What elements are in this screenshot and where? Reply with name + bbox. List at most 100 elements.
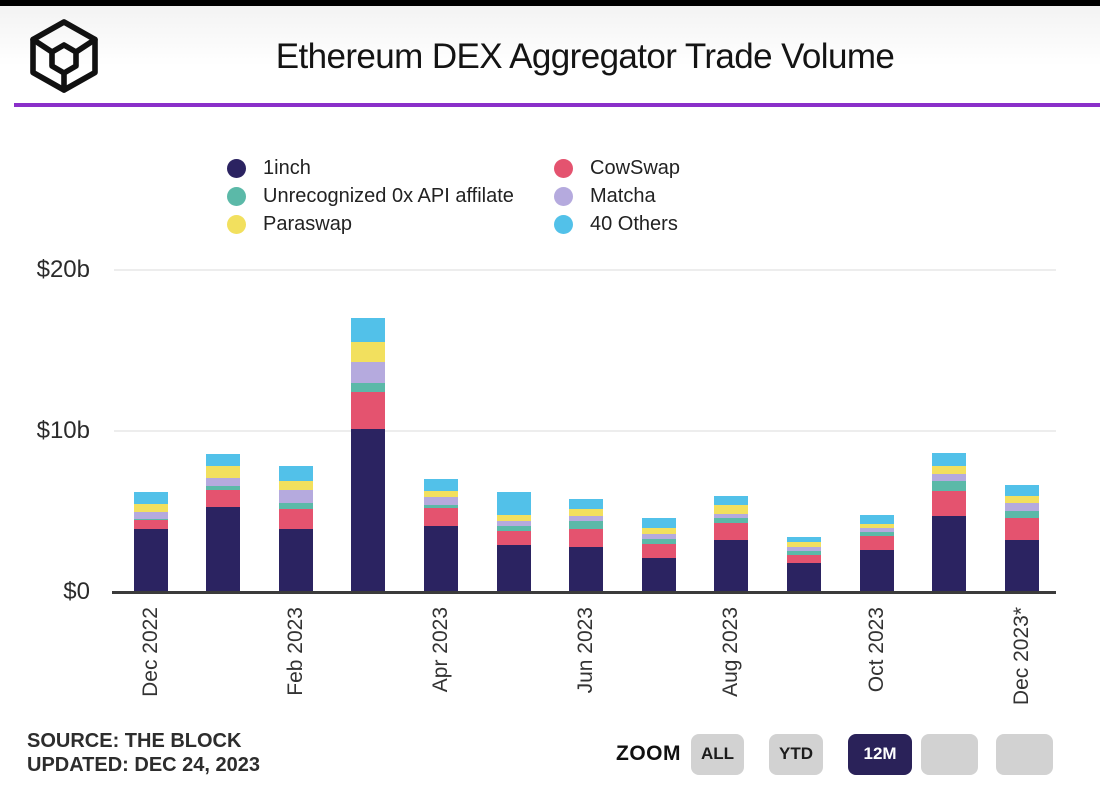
bar-segment-matcha[interactable]	[641, 534, 676, 539]
top-black-bar	[0, 0, 1100, 6]
bar-segment-40-others[interactable]	[206, 453, 241, 466]
bar-segment-cowswap[interactable]	[1004, 517, 1039, 541]
bar-segment-unrecognized-0x-api-affilate[interactable]	[714, 517, 749, 523]
bar-segment-paraswap[interactable]	[133, 504, 168, 513]
bar-segment-1inch[interactable]	[714, 540, 749, 592]
legend-item-40-others[interactable]: 40 Others	[554, 210, 680, 238]
bar-segment-unrecognized-0x-api-affilate[interactable]	[133, 518, 168, 521]
bar-segment-cowswap[interactable]	[423, 508, 458, 526]
bar-segment-matcha[interactable]	[859, 528, 894, 533]
bar-segment-1inch[interactable]	[351, 429, 386, 592]
bar-segment-matcha[interactable]	[787, 546, 822, 551]
bar-segment-paraswap[interactable]	[787, 542, 822, 547]
bar-segment-cowswap[interactable]	[859, 535, 894, 551]
bar-segment-matcha[interactable]	[351, 361, 386, 383]
legend-item-cowswap[interactable]: CowSwap	[554, 154, 680, 182]
bar-segment-matcha[interactable]	[1004, 502, 1039, 511]
bar-segment-40-others[interactable]	[714, 496, 749, 506]
bar-segment-unrecognized-0x-api-affilate[interactable]	[496, 525, 531, 531]
bar-segment-cowswap[interactable]	[133, 520, 168, 530]
bar-segment-1inch[interactable]	[206, 507, 241, 592]
bar-segment-unrecognized-0x-api-affilate[interactable]	[206, 485, 241, 490]
bar-segment-matcha[interactable]	[714, 513, 749, 518]
bar-segment-cowswap[interactable]	[569, 529, 604, 547]
bar-segment-40-others[interactable]	[569, 499, 604, 510]
bar-segment-1inch[interactable]	[278, 529, 313, 592]
bar-segment-unrecognized-0x-api-affilate[interactable]	[423, 505, 458, 509]
bar-segment-40-others[interactable]	[641, 517, 676, 528]
the-block-logo-icon	[30, 19, 98, 93]
bar-segment-1inch[interactable]	[133, 529, 168, 592]
legend-item-matcha[interactable]: Matcha	[554, 182, 680, 210]
bar-segment-cowswap[interactable]	[641, 543, 676, 559]
bar-segment-paraswap[interactable]	[859, 523, 894, 529]
page-title: Ethereum DEX Aggregator Trade Volume	[275, 37, 895, 76]
zoom-button-blank[interactable]	[921, 733, 979, 775]
bar-segment-1inch[interactable]	[423, 525, 458, 592]
bar-segment-40-others[interactable]	[133, 492, 168, 505]
bar-segment-40-others[interactable]	[859, 514, 894, 524]
legend-item-unrecognized-0x-api-affilate[interactable]: Unrecognized 0x API affilate	[227, 182, 514, 210]
legend-item-1inch[interactable]: 1inch	[227, 154, 514, 182]
legend-column-2: CowSwap Matcha 40 Others	[554, 154, 680, 238]
bar-segment-unrecognized-0x-api-affilate[interactable]	[787, 550, 822, 555]
zoom-button-12m[interactable]: 12M	[848, 733, 913, 775]
bar-segment-40-others[interactable]	[351, 318, 386, 343]
bar-segment-matcha[interactable]	[278, 489, 313, 503]
bar-segment-1inch[interactable]	[569, 546, 604, 592]
bar-segment-unrecognized-0x-api-affilate[interactable]	[351, 382, 386, 393]
bar-segment-cowswap[interactable]	[496, 530, 531, 546]
bar-segment-matcha[interactable]	[569, 516, 604, 522]
bar-segment-matcha[interactable]	[496, 521, 531, 526]
bar-segment-paraswap[interactable]	[206, 465, 241, 478]
bar-segment-1inch[interactable]	[641, 558, 676, 592]
bar-segment-unrecognized-0x-api-affilate[interactable]	[932, 480, 967, 491]
bar-segment-1inch[interactable]	[787, 563, 822, 592]
bar-segment-unrecognized-0x-api-affilate[interactable]	[278, 502, 313, 510]
bar-segment-paraswap[interactable]	[569, 509, 604, 517]
bar-segment-paraswap[interactable]	[351, 342, 386, 362]
bar-segment-matcha[interactable]	[206, 477, 241, 486]
legend-item-label: CowSwap	[590, 156, 681, 179]
bar-segment-matcha[interactable]	[423, 497, 458, 506]
bar-segment-40-others[interactable]	[423, 479, 458, 491]
bar-segment-cowswap[interactable]	[714, 522, 749, 541]
bar-segment-paraswap[interactable]	[1004, 496, 1039, 503]
bar-segment-unrecognized-0x-api-affilate[interactable]	[1004, 510, 1039, 518]
legend-column-1: 1inch Unrecognized 0x API affilate Paraswa…	[227, 154, 514, 238]
bar-segment-40-others[interactable]	[1004, 484, 1039, 497]
x-axis-tick-label: Aug 2023	[719, 607, 743, 697]
bar-segment-cowswap[interactable]	[932, 490, 967, 517]
bar-segment-40-others[interactable]	[496, 492, 531, 515]
bar-segment-matcha[interactable]	[133, 512, 168, 519]
bar-segment-1inch[interactable]	[859, 550, 894, 592]
bar-segment-1inch[interactable]	[1004, 540, 1039, 592]
bar-segment-40-others[interactable]	[787, 537, 822, 543]
zoom-button-blank[interactable]	[996, 733, 1054, 775]
bar-segment-40-others[interactable]	[278, 466, 313, 481]
bar-segment-paraswap[interactable]	[641, 527, 676, 535]
bar-segment-1inch[interactable]	[932, 516, 967, 592]
legend-item-paraswap[interactable]: Paraswap	[227, 210, 514, 238]
bar-segment-unrecognized-0x-api-affilate[interactable]	[859, 532, 894, 536]
bar-segment-40-others[interactable]	[932, 452, 967, 466]
bar-segment-paraswap[interactable]	[932, 465, 967, 475]
zoom-button-all[interactable]: ALL	[691, 733, 745, 775]
legend-color-dot	[554, 158, 573, 178]
bar-segment-paraswap[interactable]	[423, 490, 458, 497]
bar-segment-cowswap[interactable]	[787, 554, 822, 564]
bar-segment-1inch[interactable]	[496, 545, 531, 592]
bar-segment-cowswap[interactable]	[351, 392, 386, 430]
bar-segment-unrecognized-0x-api-affilate[interactable]	[569, 521, 604, 530]
bar-segment-cowswap[interactable]	[206, 489, 241, 508]
bar-segment-unrecognized-0x-api-affilate[interactable]	[641, 538, 676, 544]
bar-segment-paraswap[interactable]	[496, 514, 531, 522]
bar-segment-paraswap[interactable]	[278, 480, 313, 490]
zoom-button-ytd[interactable]: YTD	[769, 733, 824, 775]
legend-item-label: Paraswap	[263, 212, 352, 235]
bar-segment-matcha[interactable]	[932, 474, 967, 481]
legend-color-dot	[227, 214, 246, 234]
x-axis-tick-label: Apr 2023	[428, 607, 452, 693]
bar-segment-paraswap[interactable]	[714, 505, 749, 514]
bar-segment-cowswap[interactable]	[278, 509, 313, 530]
